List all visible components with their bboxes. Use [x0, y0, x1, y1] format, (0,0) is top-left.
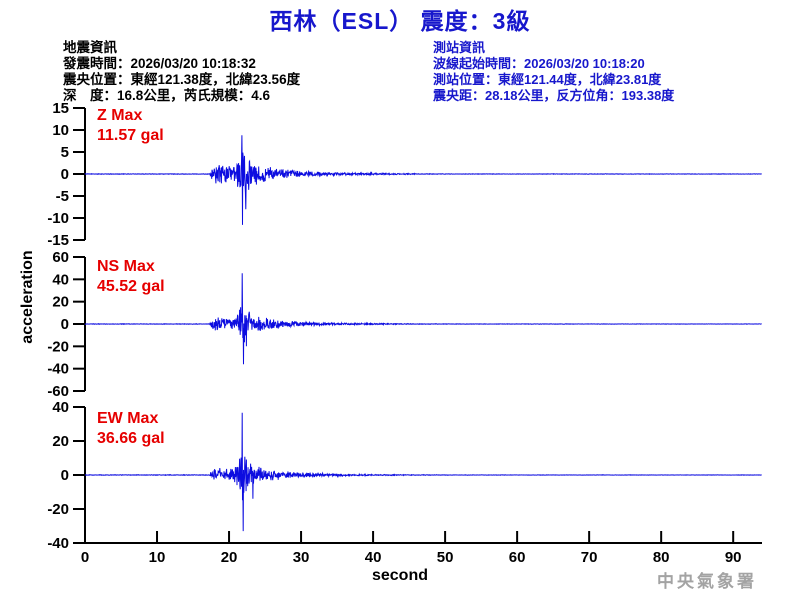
earthquake-info-heading: 地震資訊 — [63, 40, 117, 55]
y-tick-label: 40 — [52, 271, 69, 288]
x-tick-label: 0 — [81, 549, 89, 566]
y-tick-label: 15 — [52, 100, 69, 117]
ew-max-value: 36.66 gal — [97, 430, 165, 447]
depth-magnitude-line: 深 度：16.8公里，芮氏規模：4.6 — [63, 88, 271, 103]
x-tick-label: 30 — [293, 549, 310, 566]
x-tick-label: 90 — [725, 549, 742, 566]
y-tick-label: -40 — [47, 361, 69, 378]
waveform-trace-ns — [84, 273, 762, 365]
y-tick-label: 0 — [61, 467, 69, 484]
y-tick-label: 60 — [52, 249, 69, 266]
x-axis: 0 10 20 30 40 50 60 70 80 90 — [81, 531, 762, 566]
subplot-z: 15 10 5 0 -5 -10 -15 — [47, 100, 762, 249]
y-tick-label: 40 — [52, 399, 69, 416]
z-channel-name: Z Max — [97, 107, 143, 124]
x-tick-label: 60 — [509, 549, 526, 566]
ns-max-value: 45.52 gal — [97, 278, 165, 295]
ns-channel-name: NS Max — [97, 258, 155, 275]
page-title: 西林（ESL） 震度：3級 — [269, 8, 531, 34]
epicenter-location-line: 震央位置：東經121.38度，北緯23.56度 — [63, 72, 301, 87]
x-tick-label: 10 — [149, 549, 166, 566]
ns-max-label: NS Max 45.52 gal — [97, 257, 165, 297]
ew-channel-name: EW Max — [97, 410, 159, 427]
y-tick-label: -5 — [56, 188, 69, 205]
y-tick-label: 10 — [52, 122, 69, 139]
station-info: 測站資訊 波線起始時間：2026/03/20 10:18:20 測站位置：東經1… — [433, 40, 674, 104]
x-tick-label: 80 — [653, 549, 670, 566]
y-tick-label: -60 — [47, 383, 69, 400]
z-max-value: 11.57 gal — [97, 127, 164, 144]
subplots: 151050-5-10-156040200-20-40-6040200-20-4… — [47, 100, 762, 552]
station-location-line: 測站位置：東經121.44度，北緯23.81度 — [433, 72, 662, 87]
y-tick-label: -10 — [47, 210, 69, 227]
agency-watermark: 中央氣象署 — [657, 572, 757, 591]
waveform-trace-z — [84, 135, 762, 225]
y-tick-label: 0 — [61, 166, 69, 183]
z-max-label: Z Max 11.57 gal — [97, 106, 164, 146]
y-tick-label: -40 — [47, 535, 69, 552]
x-tick-label: 40 — [365, 549, 382, 566]
y-tick-label: 0 — [61, 316, 69, 333]
epicentral-distance-line: 震央距：28.18公里，反方位角：193.38度 — [433, 88, 675, 103]
y-tick-label: -20 — [47, 501, 69, 518]
ew-max-label: EW Max 36.66 gal — [97, 409, 165, 449]
waveform-trace-ew — [85, 412, 762, 532]
earthquake-info: 地震資訊 發震時間：2026/03/20 10:18:32 震央位置：東經121… — [63, 40, 300, 104]
y-tick-label: 5 — [61, 144, 69, 161]
subplot-ns: 60 40 20 0 -20 -40 -60 — [47, 249, 762, 400]
x-tick-label: 50 — [437, 549, 454, 566]
trace-start-time-line: 波線起始時間：2026/03/20 10:18:20 — [433, 56, 645, 71]
y-tick-label: -20 — [47, 338, 69, 355]
x-tick-label: 20 — [221, 549, 238, 566]
y-axis-title: acceleration — [19, 250, 36, 344]
station-info-heading: 測站資訊 — [433, 40, 486, 55]
y-tick-label: -15 — [47, 232, 69, 249]
subplot-ew: 40 20 0 -20 -40 — [47, 399, 762, 552]
x-tick-label: 70 — [581, 549, 598, 566]
x-axis-title: second — [371, 567, 428, 584]
origin-time-line: 發震時間：2026/03/20 10:18:32 — [63, 56, 256, 71]
y-tick-label: 20 — [52, 294, 69, 311]
y-tick-label: 20 — [52, 433, 69, 450]
